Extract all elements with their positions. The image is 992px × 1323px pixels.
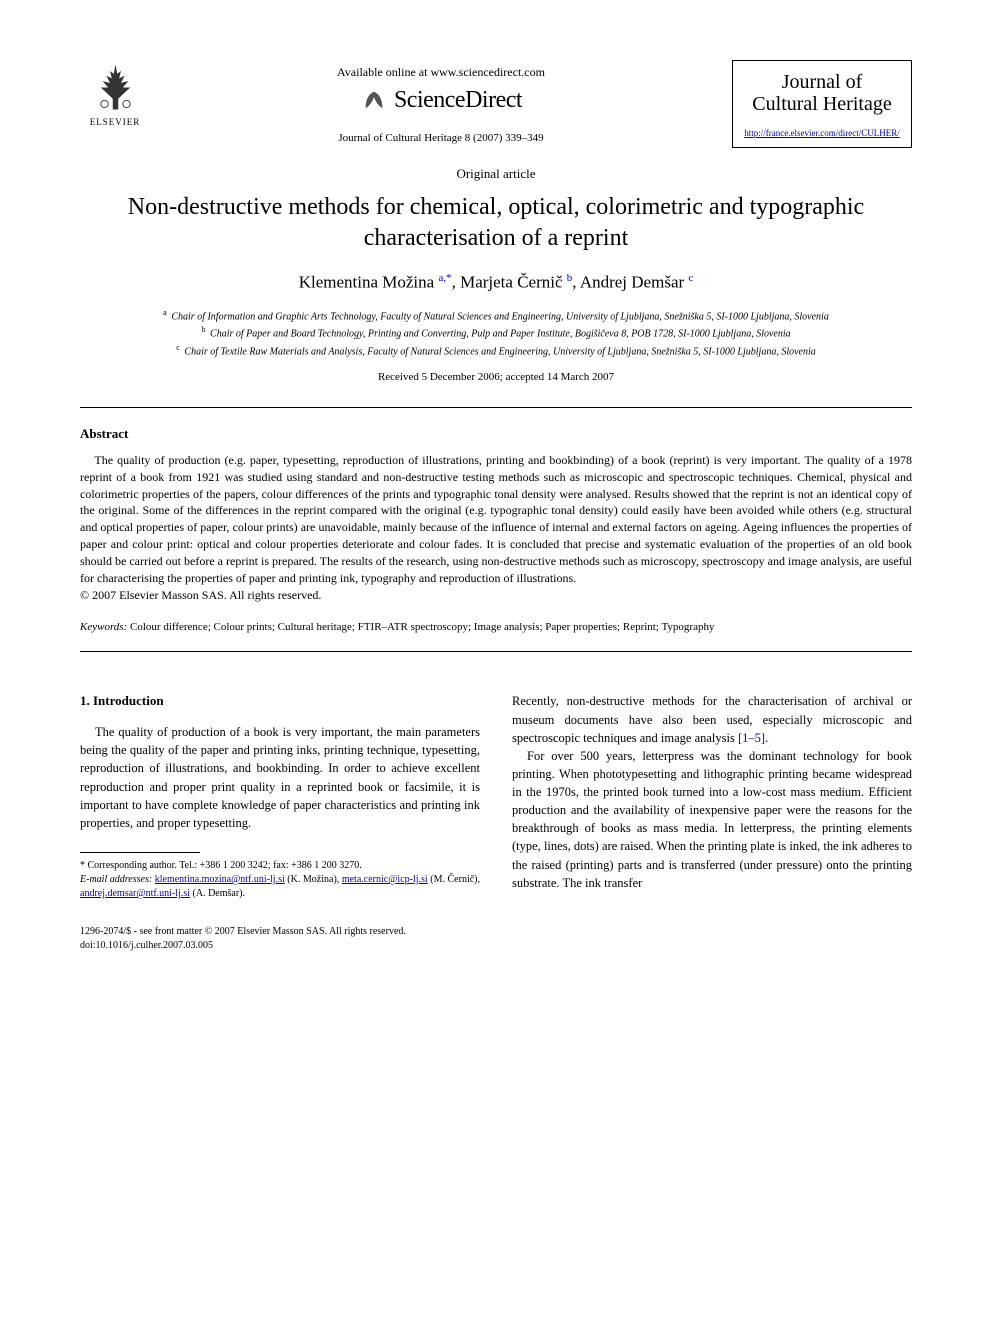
email-link[interactable]: andrej.demsar@ntf.uni-lj.si <box>80 888 190 899</box>
page-header: ELSEVIER Available online at www.science… <box>80 60 912 148</box>
journal-name-line2: Cultural Heritage <box>752 93 891 115</box>
keywords-line: Keywords: Colour difference; Colour prin… <box>80 621 912 633</box>
email-owner: (A. Demšar). <box>190 888 245 899</box>
email-link[interactable]: klementina.mozina@ntf.uni-lj.si <box>155 874 285 885</box>
col2-p1-pre: Recently, non-destructive methods for th… <box>512 694 912 744</box>
footer-front-matter: 1296-2074/$ - see front matter © 2007 El… <box>80 925 912 939</box>
abstract-heading: Abstract <box>80 426 912 442</box>
sciencedirect-text: ScienceDirect <box>394 87 522 114</box>
article-title: Non-destructive methods for chemical, op… <box>80 192 912 254</box>
affiliation: b Chair of Paper and Board Technology, P… <box>80 324 912 341</box>
footnotes: * Corresponding author. Tel.: +386 1 200… <box>80 859 480 901</box>
elsevier-logo: ELSEVIER <box>80 60 150 127</box>
abstract-copyright: © 2007 Elsevier Masson SAS. All rights r… <box>80 588 912 603</box>
intro-paragraph-1: The quality of production of a book is v… <box>80 723 480 832</box>
affiliations: a Chair of Information and Graphic Arts … <box>80 307 912 359</box>
authors-line: Klementina Možina a,*, Marjeta Černič b,… <box>80 272 912 293</box>
email-label: E-mail addresses: <box>80 874 152 885</box>
article-type: Original article <box>80 166 912 182</box>
rule-bottom <box>80 651 912 652</box>
journal-url-link[interactable]: http://france.elsevier.com/direct/CULHER… <box>744 128 899 138</box>
email-owner: (K. Možina), <box>285 874 342 885</box>
footer-doi: doi:10.1016/j.culher.2007.03.005 <box>80 939 912 953</box>
keywords-text: Colour difference; Colour prints; Cultur… <box>127 621 714 633</box>
sciencedirect-icon <box>360 86 388 114</box>
abstract-text: The quality of production (e.g. paper, t… <box>80 452 912 586</box>
center-header: Available online at www.sciencedirect.co… <box>150 60 732 144</box>
abstract-section: Abstract The quality of production (e.g.… <box>80 426 912 603</box>
available-online-text: Available online at www.sciencedirect.co… <box>150 65 732 80</box>
reference-link-1-5[interactable]: [1–5] <box>738 731 765 745</box>
email-link[interactable]: meta.cernic@icp-lj.si <box>342 874 428 885</box>
affiliation: c Chair of Textile Raw Materials and Ana… <box>80 342 912 359</box>
corresponding-author: * Corresponding author. Tel.: +386 1 200… <box>80 859 480 873</box>
keywords-label: Keywords: <box>80 621 127 633</box>
journal-name: Journal of Cultural Heritage <box>741 71 903 115</box>
footer-meta: 1296-2074/$ - see front matter © 2007 El… <box>80 925 912 953</box>
citation-line: Journal of Cultural Heritage 8 (2007) 33… <box>150 132 732 144</box>
col2-p1-post: . <box>765 731 768 745</box>
left-column: 1. Introduction The quality of productio… <box>80 692 480 901</box>
journal-box: Journal of Cultural Heritage http://fran… <box>732 60 912 148</box>
sciencedirect-logo: ScienceDirect <box>360 86 522 114</box>
right-column: Recently, non-destructive methods for th… <box>512 692 912 901</box>
intro-paragraph-2: Recently, non-destructive methods for th… <box>512 692 912 746</box>
intro-paragraph-3: For over 500 years, letterpress was the … <box>512 747 912 892</box>
journal-name-line1: Journal of <box>782 71 863 93</box>
affiliation: a Chair of Information and Graphic Arts … <box>80 307 912 324</box>
elsevier-label: ELSEVIER <box>90 117 141 127</box>
email-owner: (M. Černič), <box>428 874 480 885</box>
rule-top <box>80 407 912 408</box>
email-addresses: E-mail addresses: klementina.mozina@ntf.… <box>80 873 480 901</box>
footnote-rule <box>80 852 200 853</box>
elsevier-tree-icon <box>88 60 143 115</box>
intro-heading: 1. Introduction <box>80 692 480 711</box>
received-accepted-dates: Received 5 December 2006; accepted 14 Ma… <box>80 371 912 383</box>
body-columns: 1. Introduction The quality of productio… <box>80 692 912 901</box>
